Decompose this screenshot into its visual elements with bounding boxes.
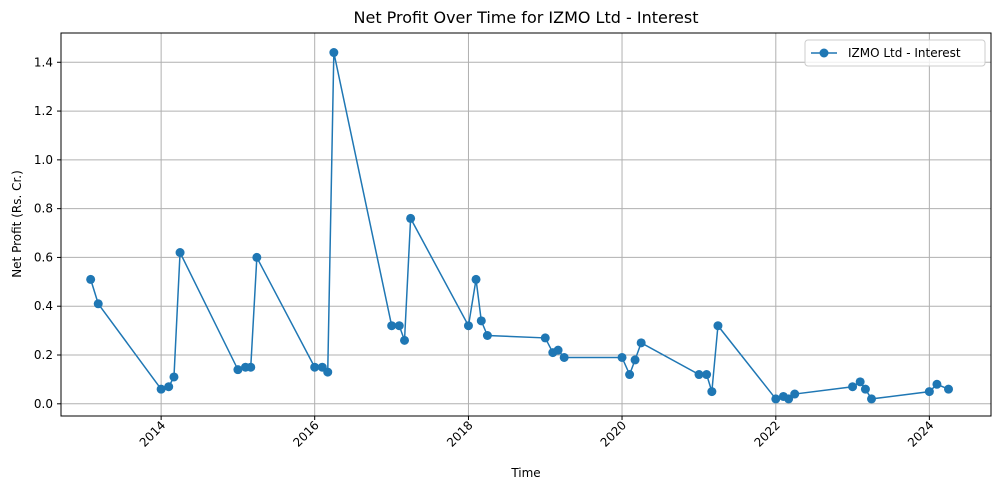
data-point [93, 299, 103, 309]
y-tick-label: 0.6 [34, 250, 53, 264]
data-point [848, 382, 858, 392]
x-tick-label: 2024 [905, 418, 936, 449]
legend-box [804, 39, 986, 67]
data-point [463, 321, 473, 331]
data-point [625, 370, 635, 380]
data-point [400, 335, 410, 345]
data-point [246, 362, 256, 372]
y-tick-label: 0.8 [34, 202, 53, 216]
data-point [406, 213, 416, 223]
x-axis-label: Time [510, 466, 540, 480]
y-tick-label: 1.4 [34, 55, 53, 69]
series-line [89, 52, 949, 400]
data-point [175, 248, 185, 258]
y-tick-label: 0.2 [34, 348, 53, 362]
data-point [471, 274, 481, 284]
y-axis-label: Net Profit (Rs. Cr.) [10, 170, 24, 278]
data-point [310, 362, 320, 372]
legend: IZMO Ltd - Interest [804, 39, 986, 67]
data-point [553, 345, 563, 355]
data-point [617, 352, 627, 362]
grid-lines [61, 33, 991, 416]
data-point [790, 389, 800, 399]
legend-dot-marker [819, 48, 829, 58]
series-layer [86, 48, 954, 404]
y-tick-label: 0.4 [34, 299, 53, 313]
data-point [169, 372, 179, 382]
x-tick-label: 2018 [444, 418, 475, 449]
x-axis: 2014 2016 2018 2020 2022 2024 [137, 416, 936, 450]
data-point [559, 352, 569, 362]
data-point [323, 367, 333, 377]
data-point [164, 382, 174, 392]
data-point [252, 252, 262, 262]
data-point [944, 384, 954, 394]
data-point [784, 394, 794, 404]
y-tick-label: 1.0 [34, 153, 53, 167]
data-point [636, 338, 646, 348]
data-point [86, 274, 96, 284]
data-point [233, 365, 243, 375]
plot-frame [60, 32, 992, 417]
chart-title: Net Profit Over Time for IZMO Ltd - Inte… [354, 8, 699, 27]
y-tick-label: 1.2 [34, 104, 53, 118]
data-point [771, 394, 781, 404]
data-point [702, 370, 712, 380]
data-point [387, 321, 397, 331]
data-point [476, 316, 486, 326]
data-point [540, 333, 550, 343]
data-point [394, 321, 404, 331]
data-point [855, 377, 865, 387]
data-point [707, 387, 717, 397]
data-point [329, 48, 339, 58]
data-point [694, 370, 704, 380]
data-point [932, 379, 942, 389]
x-tick-label: 2022 [751, 418, 782, 449]
data-point [482, 330, 492, 340]
data-point [924, 387, 934, 397]
data-point [630, 355, 640, 365]
x-tick-label: 2016 [290, 418, 321, 449]
data-point [713, 321, 723, 331]
x-tick-label: 2020 [598, 418, 629, 449]
y-axis: 0.0 0.2 0.4 0.6 0.8 1.0 1.2 1.4 [34, 55, 61, 411]
x-tick-label: 2014 [137, 418, 168, 449]
y-tick-label: 0.0 [34, 397, 53, 411]
legend-entry-label: IZMO Ltd - Interest [848, 46, 961, 60]
data-point [156, 384, 166, 394]
data-point [867, 394, 877, 404]
data-point [860, 384, 870, 394]
